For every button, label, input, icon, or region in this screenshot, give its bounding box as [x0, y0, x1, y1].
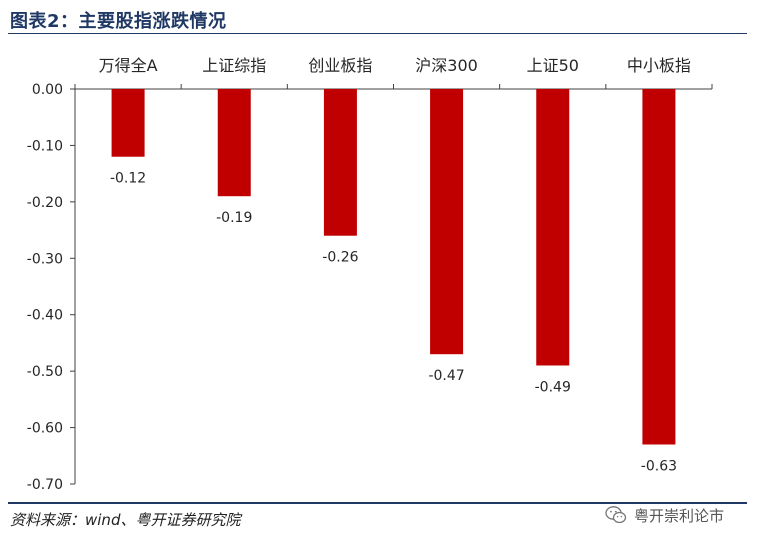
bar [323, 89, 357, 236]
bar [217, 89, 251, 197]
data-label: -0.19 [216, 210, 252, 226]
bar [430, 89, 464, 355]
y-tick-label: -0.20 [27, 195, 63, 211]
y-tick-label: -0.70 [27, 477, 63, 493]
x-category-label: 中小板指 [627, 56, 691, 75]
source-note: 资料来源：wind、粤开证券研究院 [10, 511, 241, 529]
x-category-label: 万得全A [99, 56, 158, 75]
bar [642, 89, 676, 445]
data-label: -0.49 [535, 380, 571, 396]
source-divider [8, 502, 747, 504]
data-label: -0.12 [110, 171, 146, 187]
y-tick-label: -0.60 [27, 421, 63, 437]
y-tick-label: -0.10 [27, 138, 63, 154]
wechat-icon [605, 506, 627, 524]
bar [111, 89, 145, 157]
y-tick-label: -0.40 [27, 308, 63, 324]
bar [536, 89, 570, 366]
data-label: -0.47 [428, 368, 464, 384]
x-category-label: 上证综指 [202, 56, 266, 75]
watermark-text: 粤开崇利论市 [634, 506, 725, 525]
x-category-label: 沪深300 [415, 56, 478, 75]
data-label: -0.63 [641, 459, 677, 475]
x-category-label: 上证50 [527, 56, 579, 75]
y-tick-label: -0.30 [27, 251, 63, 267]
y-tick-label: 0.00 [32, 82, 63, 98]
data-label: -0.26 [322, 250, 358, 266]
y-tick-label: -0.50 [27, 364, 63, 380]
x-category-label: 创业板指 [308, 56, 372, 75]
watermark: 粤开崇利论市 [604, 503, 724, 527]
title-divider [8, 33, 747, 34]
figure-title: 图表2：主要股指涨跌情况 [10, 11, 227, 32]
